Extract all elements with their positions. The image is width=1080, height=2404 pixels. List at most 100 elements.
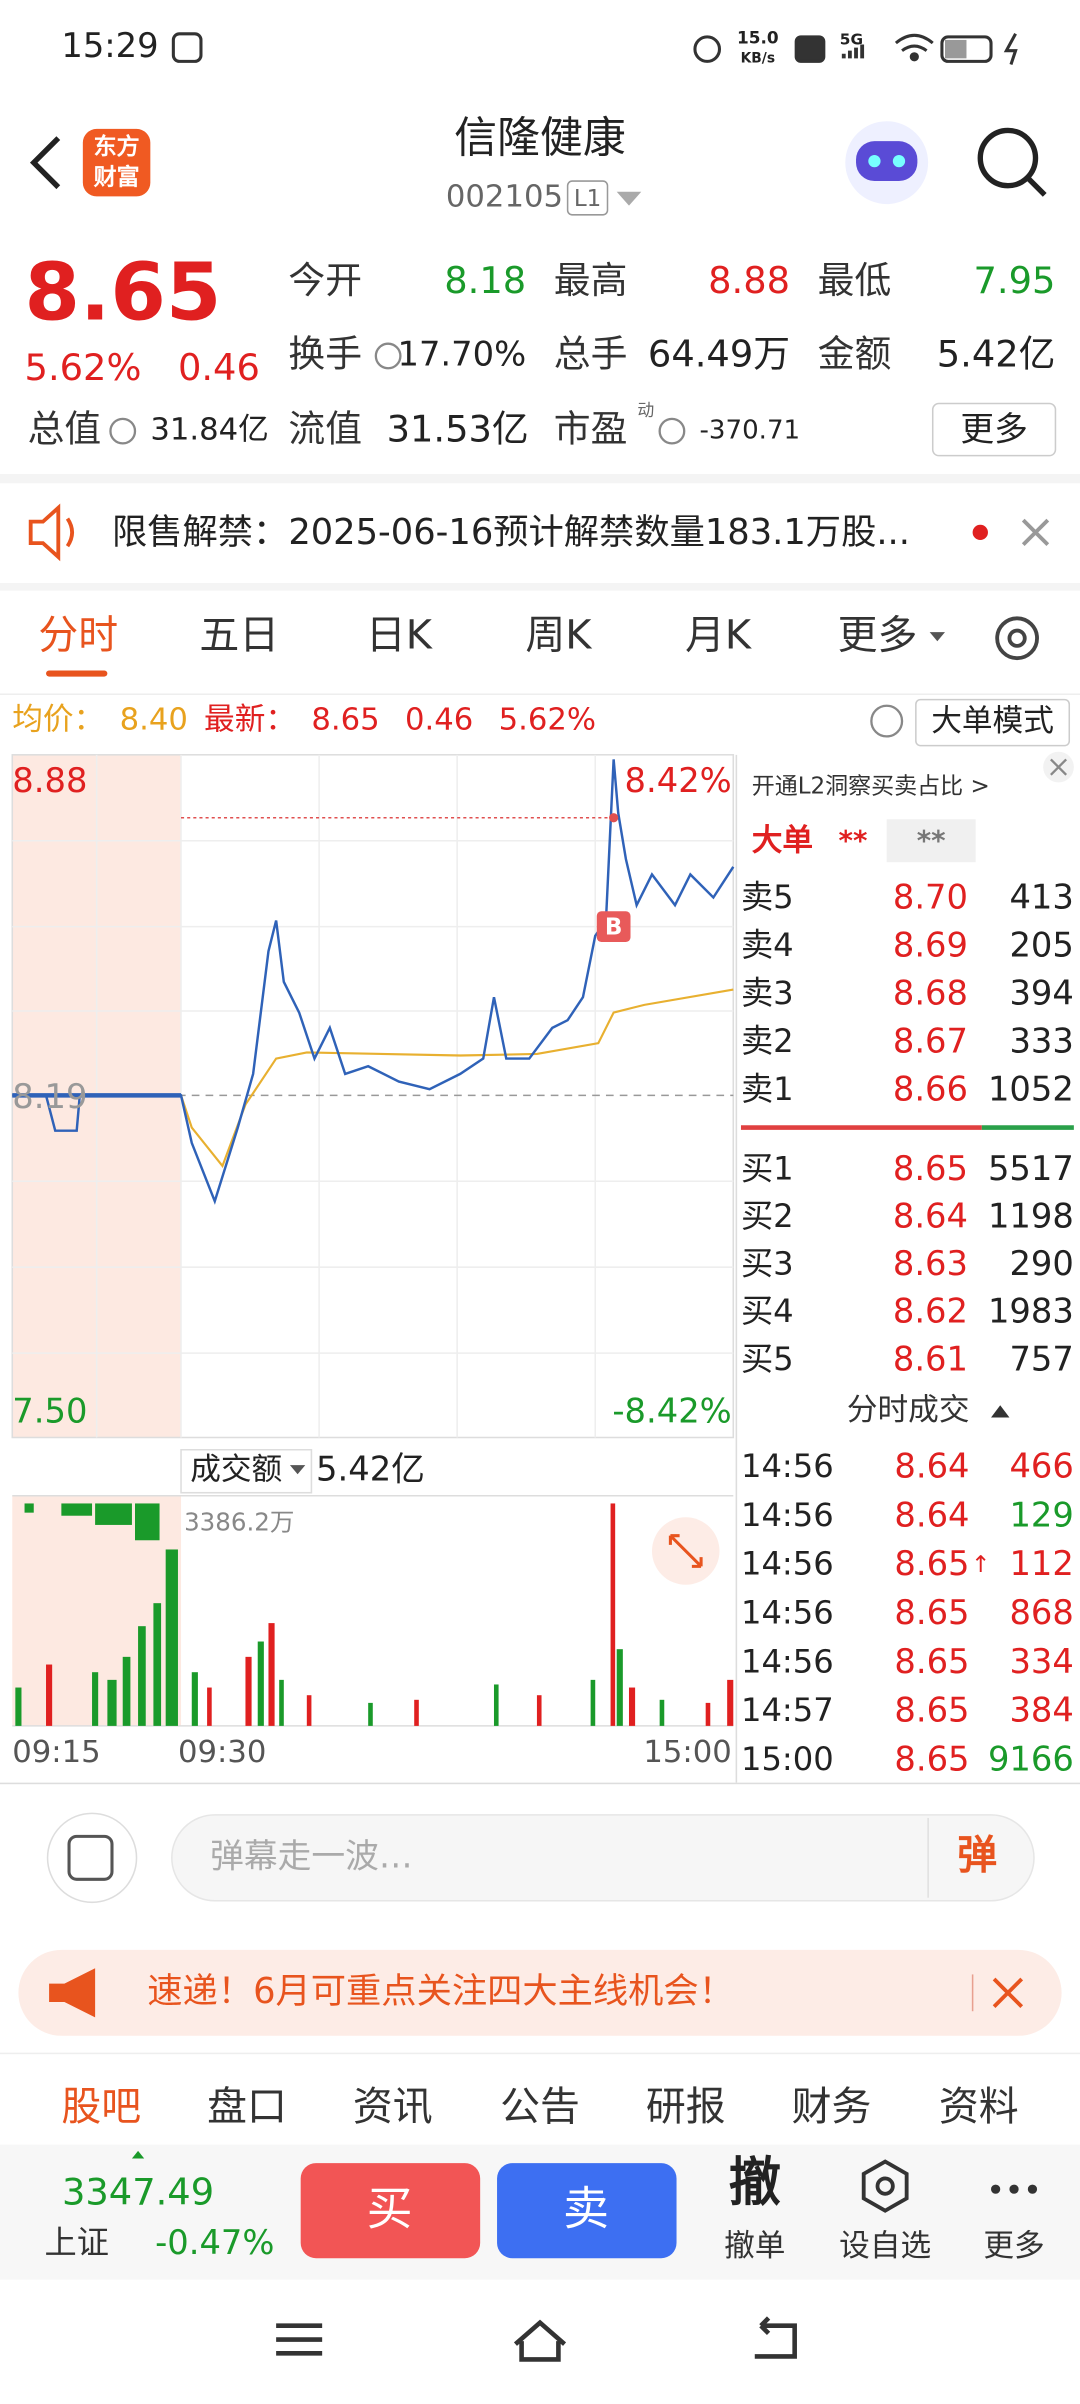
- logo-text: 财富: [94, 163, 140, 190]
- banner-close[interactable]: [992, 1977, 1024, 2008]
- book-label: 卖4: [741, 926, 794, 964]
- nav-home[interactable]: [513, 2319, 567, 2362]
- signal: 5G: [840, 30, 863, 48]
- book-price: 8.69: [893, 926, 968, 965]
- chart-high-pct: 8.42%: [625, 761, 732, 800]
- chart-prev-close: 8.19: [12, 1077, 87, 1116]
- net-unit: KB/s: [741, 50, 775, 66]
- promo-close-x: [1050, 758, 1068, 776]
- field-value: 64.49万: [648, 332, 790, 375]
- notice-close[interactable]: [1021, 518, 1050, 546]
- volume-selector[interactable]: [180, 1448, 313, 1494]
- field-label: 市盈: [554, 408, 628, 451]
- trade-price: 8.65: [894, 1691, 969, 1730]
- bottom-tab: 公告: [500, 2084, 580, 2130]
- big-order-label: 大单: [752, 824, 813, 859]
- book-volume: 1198: [988, 1197, 1074, 1236]
- more-button-text: 更多: [960, 410, 1028, 449]
- buy-text: 买: [367, 2182, 413, 2236]
- avg-value: 8.40: [120, 703, 188, 738]
- tab: 周K: [525, 613, 592, 659]
- volume-dropdown: [289, 1465, 306, 1475]
- sell-button[interactable]: [497, 2163, 677, 2259]
- field-value: 31.84亿: [150, 413, 268, 448]
- trades-sort[interactable]: [991, 1405, 1010, 1418]
- banner[interactable]: [18, 1949, 1062, 2036]
- notice-dot: [972, 524, 988, 541]
- index-arrow: [131, 2150, 145, 2159]
- book-volume: 1052: [988, 1070, 1074, 1109]
- trade-price: 8.65: [894, 1739, 969, 1778]
- settings-button[interactable]: [995, 616, 1039, 661]
- stock-code: 002105: [446, 179, 563, 214]
- time-label: 09:15: [12, 1735, 100, 1770]
- latest-change: 0.46: [405, 703, 473, 738]
- big-order-value: **: [839, 824, 868, 857]
- trade-time: 14:57: [741, 1691, 834, 1729]
- tab: 五日: [199, 613, 279, 659]
- field-value: 7.95: [974, 259, 1056, 302]
- trade-time: 14:56: [741, 1447, 834, 1485]
- nav-menu[interactable]: [276, 2323, 323, 2356]
- nav-back[interactable]: [754, 2316, 797, 2359]
- more-icon[interactable]: [991, 2184, 1038, 2194]
- book-label: 卖1: [741, 1070, 794, 1108]
- level-box: [566, 180, 609, 216]
- tab: 月K: [685, 613, 752, 659]
- field-value: 8.88: [708, 259, 790, 302]
- divider: [0, 582, 1080, 591]
- book-volume: 413: [1009, 878, 1073, 917]
- help-icon[interactable]: [870, 704, 904, 738]
- book-volume: 205: [1009, 926, 1073, 965]
- sell-text: 卖: [563, 2182, 609, 2236]
- field-label: 换手: [288, 332, 362, 375]
- code-dropdown[interactable]: [616, 191, 642, 206]
- latest-change-pct: 5.62%: [499, 703, 596, 738]
- time-label: 15:00: [643, 1735, 731, 1770]
- watch-text: 设自选: [839, 2229, 931, 2264]
- time-label: 09:30: [178, 1735, 266, 1770]
- status-icons: [171, 32, 1018, 65]
- net-speed: 15.0: [737, 27, 779, 47]
- book-volume: 1983: [988, 1292, 1074, 1331]
- tab-underline: [46, 670, 108, 677]
- more-button[interactable]: [931, 402, 1057, 457]
- trade-volume: 466: [1009, 1447, 1073, 1486]
- more-text: 更多: [983, 2229, 1044, 2264]
- bottom-tab: 资讯: [353, 2084, 433, 2130]
- trade-price: 8.65: [894, 1544, 969, 1583]
- field-value: 8.18: [444, 259, 526, 302]
- field-label: 流值: [288, 408, 362, 451]
- comment-icon[interactable]: [46, 1812, 138, 1904]
- cancel-icon: 撤: [729, 2153, 781, 2213]
- comment-input[interactable]: [171, 1814, 1035, 1902]
- book-price: 8.68: [893, 974, 968, 1013]
- tab-dropdown[interactable]: [929, 632, 945, 642]
- book-volume: 290: [1009, 1244, 1073, 1283]
- logo: [82, 128, 151, 197]
- trade-time: 14:56: [741, 1594, 834, 1632]
- watch-icon[interactable]: [861, 2159, 909, 2213]
- buy-marker: B: [605, 915, 623, 941]
- comment-placeholder: 弹幕走一波…: [210, 1836, 413, 1875]
- buy-button[interactable]: [300, 2163, 481, 2259]
- watch-icon-dot: [875, 2176, 895, 2196]
- divider: [0, 474, 1080, 484]
- bottom-tab: 研报: [646, 2084, 726, 2130]
- mode-button[interactable]: [915, 698, 1071, 747]
- intraday-chart: [11, 754, 735, 1439]
- volume-total: 5.42亿: [316, 1450, 425, 1489]
- trade-price: 8.65: [894, 1593, 969, 1632]
- trade-volume: 334: [1009, 1642, 1073, 1681]
- robot-avatar[interactable]: [845, 121, 929, 205]
- index-value: 3347.49: [62, 2170, 214, 2213]
- back-button[interactable]: [29, 136, 61, 190]
- trade-volume: 112: [1009, 1544, 1073, 1583]
- search-button[interactable]: [977, 127, 1047, 197]
- mode-text: 大单模式: [931, 704, 1054, 739]
- volume-max: 3386.2万: [184, 1507, 294, 1536]
- avg-label: 均价：: [12, 703, 104, 738]
- book-label: 卖2: [741, 1022, 794, 1060]
